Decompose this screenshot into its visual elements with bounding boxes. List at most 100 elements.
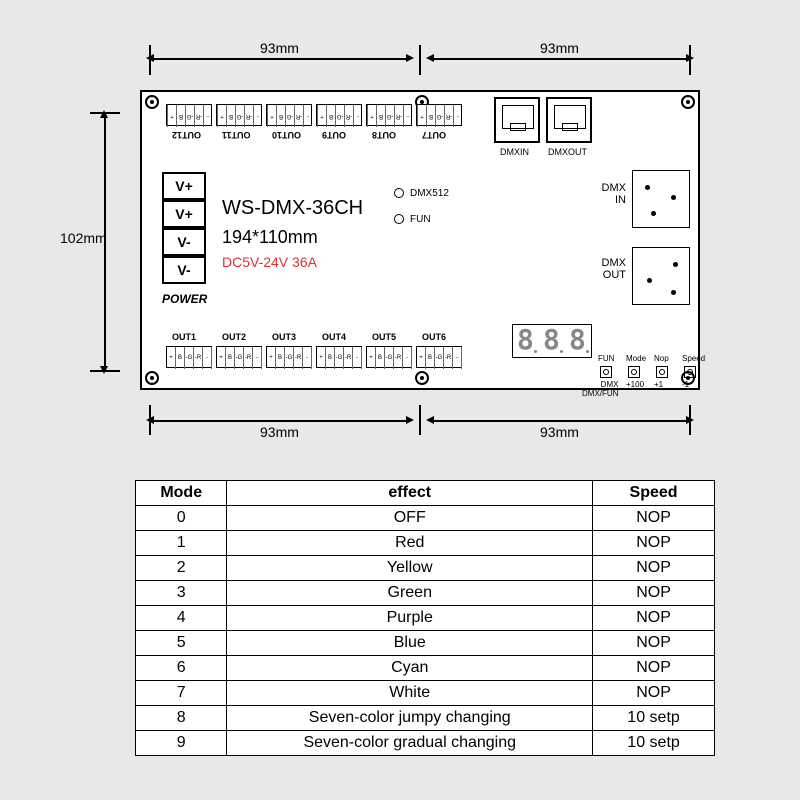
table-cell: Cyan <box>227 656 593 681</box>
tick <box>689 405 691 435</box>
table-cell: Red <box>227 531 593 556</box>
output-terminal: +B-G-R- <box>266 104 312 126</box>
mount-hole-icon <box>681 95 695 109</box>
pcb-diagram: 93mm 93mm 93mm 93mm 102mm <box>30 20 770 440</box>
button-label: -1 <box>682 380 689 389</box>
power-pin: V- <box>162 228 206 256</box>
xlr-in-icon <box>632 170 690 228</box>
tick <box>90 370 120 372</box>
tick <box>689 45 691 75</box>
table-cell: 10 setp <box>593 706 715 731</box>
mode-button[interactable] <box>684 366 696 378</box>
table-cell: Seven-color gradual changing <box>227 731 593 756</box>
tick <box>419 405 421 435</box>
button-label: +1 <box>654 380 663 389</box>
table-cell: 3 <box>136 581 227 606</box>
table-cell: 10 setp <box>593 731 715 756</box>
dim-top-left-line <box>150 58 410 60</box>
table-row: 1RedNOP <box>136 531 715 556</box>
output-label: OUT3 <box>272 332 296 342</box>
table-row: 3GreenNOP <box>136 581 715 606</box>
table-cell: NOP <box>593 656 715 681</box>
output-terminal: +B-G-R- <box>316 104 362 126</box>
power-pin: V- <box>162 256 206 284</box>
pcb-outline: +B-G-R-OUT12+B-G-R-OUT11+B-G-R-OUT10+B-G… <box>140 90 700 390</box>
table-cell: NOP <box>593 506 715 531</box>
led-dmx512-label: DMX512 <box>410 188 449 199</box>
mount-hole-icon <box>145 371 159 385</box>
tick <box>419 45 421 75</box>
button-label: DMX DMX/FUN <box>582 380 618 398</box>
output-label: OUT7 <box>422 130 446 140</box>
dim-bot-left-line <box>150 420 410 422</box>
output-terminal: +B-G-R- <box>366 346 412 368</box>
output-terminal: +B-G-R- <box>166 104 212 126</box>
mode-button[interactable] <box>600 366 612 378</box>
table-cell: 8 <box>136 706 227 731</box>
rj45-in-icon <box>494 97 540 143</box>
output-terminal: +B-G-R- <box>216 346 262 368</box>
power-spec-text: DC5V-24V 36A <box>222 254 317 270</box>
dim-label: 93mm <box>540 424 579 440</box>
output-terminal: +B-G-R- <box>416 104 462 126</box>
root: 93mm 93mm 93mm 93mm 102mm <box>30 20 770 440</box>
dim-label: 102mm <box>60 230 107 246</box>
dim-label: 93mm <box>260 40 299 56</box>
mount-hole-icon <box>145 95 159 109</box>
table-row: 8Seven-color jumpy changing10 setp <box>136 706 715 731</box>
table-cell: OFF <box>227 506 593 531</box>
dim-label: 93mm <box>540 40 579 56</box>
tick <box>90 112 120 114</box>
output-label: OUT5 <box>372 332 396 342</box>
output-terminal: +B-G-R- <box>166 346 212 368</box>
dim-bot-right-line <box>430 420 690 422</box>
tick <box>149 45 151 75</box>
dim-top-right-line <box>430 58 690 60</box>
table-cell: NOP <box>593 631 715 656</box>
table-cell: Yellow <box>227 556 593 581</box>
mode-button[interactable] <box>628 366 640 378</box>
size-text: 194*110mm <box>222 227 318 248</box>
xlr-in-label: DMX IN <box>586 182 626 206</box>
mode-table: Mode effect Speed 0OFFNOP1RedNOP2YellowN… <box>135 480 715 756</box>
table-cell: 5 <box>136 631 227 656</box>
output-label: OUT12 <box>172 130 201 140</box>
table-cell: Blue <box>227 631 593 656</box>
xlr-out-icon <box>632 247 690 305</box>
button-label: Mode <box>626 354 646 363</box>
table-cell: NOP <box>593 681 715 706</box>
output-label: OUT2 <box>222 332 246 342</box>
table-cell: NOP <box>593 556 715 581</box>
output-label: OUT6 <box>422 332 446 342</box>
model-text: WS-DMX-36CH <box>222 197 363 220</box>
table-row: 5BlueNOP <box>136 631 715 656</box>
output-label: OUT8 <box>372 130 396 140</box>
th-mode: Mode <box>136 481 227 506</box>
output-terminal: +B-G-R- <box>316 346 362 368</box>
table-row: 6CyanNOP <box>136 656 715 681</box>
button-label: +100 <box>626 380 644 389</box>
arrow-icon <box>406 416 414 424</box>
led-fun-icon <box>394 214 404 224</box>
th-effect: effect <box>227 481 593 506</box>
table-cell: 4 <box>136 606 227 631</box>
output-label: OUT4 <box>322 332 346 342</box>
table-cell: Purple <box>227 606 593 631</box>
output-terminal: +B-G-R- <box>216 104 262 126</box>
rj45-out-icon <box>546 97 592 143</box>
mount-hole-icon <box>415 371 429 385</box>
table-cell: White <box>227 681 593 706</box>
table-cell: 1 <box>136 531 227 556</box>
output-label: OUT10 <box>272 130 301 140</box>
table-cell: 7 <box>136 681 227 706</box>
table-row: 9Seven-color gradual changing10 setp <box>136 731 715 756</box>
table-cell: 6 <box>136 656 227 681</box>
mode-button[interactable] <box>656 366 668 378</box>
table-cell: NOP <box>593 531 715 556</box>
output-terminal: +B-G-R- <box>416 346 462 368</box>
xlr-out-label: DMX OUT <box>586 257 626 281</box>
button-label: FUN <box>598 354 614 363</box>
rj45-in-label: DMXIN <box>500 147 529 157</box>
button-label: Nop <box>654 354 669 363</box>
led-fun-label: FUN <box>410 214 431 225</box>
